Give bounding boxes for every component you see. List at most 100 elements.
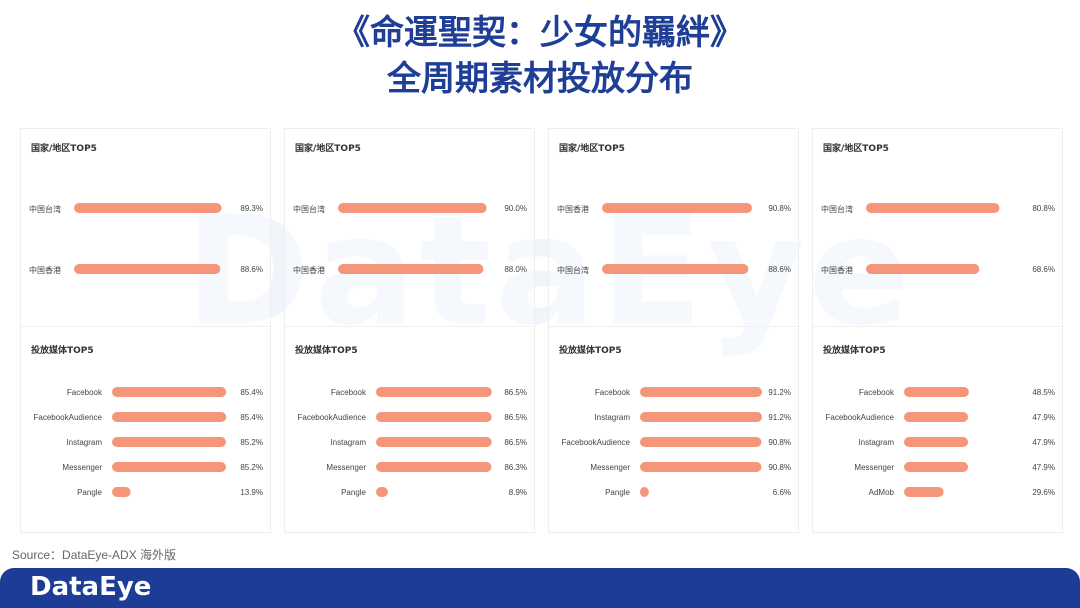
section-title-region: 国家/地区TOP5: [823, 144, 889, 154]
bar: [904, 462, 969, 472]
data-label: 86.3%: [504, 463, 527, 472]
bar: [866, 203, 1000, 213]
category-label: Instagram: [858, 438, 894, 447]
bar: [866, 264, 980, 274]
bar: [640, 462, 762, 472]
category-label: Messenger: [590, 463, 630, 472]
data-label: 88.0%: [504, 265, 527, 274]
category-label: Pangle: [341, 488, 366, 497]
category-label: Facebook: [331, 388, 367, 397]
divider: [21, 326, 270, 327]
bar: [904, 412, 969, 422]
title-line-1: 《命運聖契：少女的羈絆》: [336, 13, 744, 53]
bar: [640, 387, 762, 397]
category-label: Instagram: [594, 413, 630, 422]
divider: [549, 326, 798, 327]
data-label: 86.5%: [504, 438, 527, 447]
category-label: Pangle: [605, 488, 630, 497]
category-label: Pangle: [77, 488, 102, 497]
data-label: 47.9%: [1032, 413, 1055, 422]
data-label: 89.3%: [240, 204, 263, 213]
chart-panels: 国家/地区TOP5 投放媒体TOP5 中国台湾 89.3% 中国香港 88.6% Fac…: [0, 128, 1080, 533]
category-label: FacebookAudience: [34, 413, 103, 422]
bar: [376, 487, 388, 497]
section-title-media: 投放媒体TOP5: [559, 346, 622, 356]
category-label: Instagram: [66, 438, 102, 447]
data-label: 6.6%: [773, 488, 791, 497]
category-label: FacebookAudience: [562, 438, 631, 447]
data-label: 85.4%: [240, 413, 263, 422]
data-label: 90.0%: [504, 204, 527, 213]
category-label: 中国香港: [821, 265, 853, 275]
bar: [112, 437, 226, 447]
category-label: 中国香港: [293, 265, 325, 275]
chart-panel: 国家/地区TOP5 投放媒体TOP5 中国台湾 89.3% 中国香港 88.6% Fac…: [20, 128, 271, 533]
data-label: 86.5%: [504, 413, 527, 422]
category-label: FacebookAudience: [298, 413, 367, 422]
data-label: 13.9%: [240, 488, 263, 497]
bar: [112, 487, 131, 497]
category-label: 中国香港: [29, 265, 61, 275]
bar: [376, 437, 492, 447]
bar: [904, 387, 969, 397]
category-label: Facebook: [859, 388, 895, 397]
bar-chart-svg: 中国香港 90.8% 中国台湾 88.6% Facebook 91.2% Instagram…: [557, 203, 791, 497]
data-label: 8.9%: [509, 488, 527, 497]
data-label: 68.6%: [1032, 265, 1055, 274]
data-label: 85.4%: [240, 388, 263, 397]
data-label: 90.8%: [768, 438, 791, 447]
data-label: 91.2%: [768, 388, 791, 397]
category-label: FacebookAudience: [826, 413, 895, 422]
section-title-media: 投放媒体TOP5: [823, 346, 886, 356]
data-label: 29.6%: [1032, 488, 1055, 497]
category-label: Messenger: [326, 463, 366, 472]
bar: [376, 387, 492, 397]
category-label: Instagram: [330, 438, 366, 447]
divider: [813, 326, 1062, 327]
data-label: 90.8%: [768, 204, 791, 213]
chart-panel: 国家/地区TOP5 投放媒体TOP5 中国台湾 80.8% 中国香港 68.6% Fac…: [812, 128, 1063, 533]
bar: [602, 264, 749, 274]
bar: [904, 487, 944, 497]
bar: [376, 462, 492, 472]
bar-chart-svg: 中国台湾 89.3% 中国香港 88.6% Facebook 85.4% FacebookA…: [29, 203, 263, 497]
bar: [338, 203, 487, 213]
bar: [74, 264, 221, 274]
category-label: 中国香港: [557, 204, 589, 214]
category-label: Facebook: [595, 388, 631, 397]
source-note: Source：DataEye-ADX 海外版: [12, 548, 177, 562]
bar: [904, 437, 969, 447]
category-label: AdMob: [869, 488, 895, 497]
data-label: 85.2%: [240, 438, 263, 447]
data-label: 48.5%: [1032, 388, 1055, 397]
section-title-media: 投放媒体TOP5: [295, 346, 358, 356]
category-label: 中国台湾: [557, 265, 589, 275]
category-label: Messenger: [62, 463, 102, 472]
bar: [640, 487, 649, 497]
category-label: 中国台湾: [29, 204, 61, 214]
data-label: 47.9%: [1032, 438, 1055, 447]
title-line-2: 全周期素材投放分布: [387, 59, 693, 99]
bar: [640, 437, 762, 447]
data-label: 47.9%: [1032, 463, 1055, 472]
bar: [640, 412, 762, 422]
bar: [376, 412, 492, 422]
bar: [112, 462, 226, 472]
divider: [285, 326, 534, 327]
data-label: 88.6%: [240, 265, 263, 274]
dataeye-logo: DataEye: [30, 572, 152, 602]
data-label: 88.6%: [768, 265, 791, 274]
footer-bar: DataEye: [0, 568, 1080, 608]
category-label: Facebook: [67, 388, 103, 397]
bar: [338, 264, 484, 274]
bar: [112, 412, 227, 422]
bar-chart-svg: 中国台湾 80.8% 中国香港 68.6% Facebook 48.5% FacebookA…: [821, 203, 1055, 497]
chart-panel: 国家/地区TOP5 投放媒体TOP5 中国台湾 90.0% 中国香港 88.0% Fac…: [284, 128, 535, 533]
section-title-region: 国家/地区TOP5: [559, 144, 625, 154]
category-label: Messenger: [854, 463, 894, 472]
section-title-region: 国家/地区TOP5: [31, 144, 97, 154]
bar: [602, 203, 752, 213]
data-label: 90.8%: [768, 463, 791, 472]
bar: [74, 203, 222, 213]
data-label: 85.2%: [240, 463, 263, 472]
